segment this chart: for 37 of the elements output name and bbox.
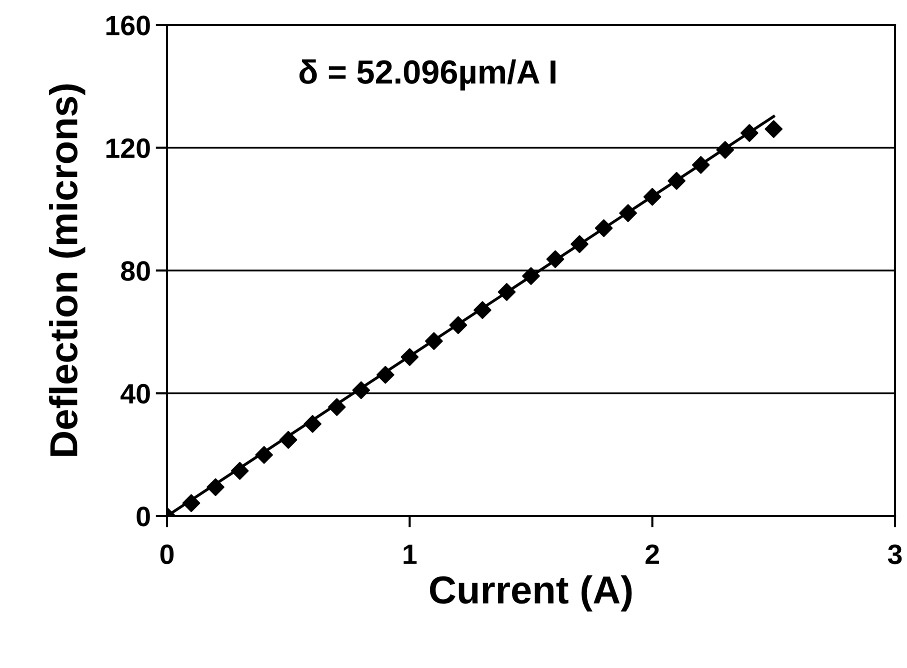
point [570,235,588,254]
point [425,332,443,350]
point [474,301,492,319]
y-tick-label: 80 [121,261,150,281]
point [498,283,516,301]
point [279,430,298,449]
point [692,156,710,174]
y-axis-title: Deflection (microns) [48,84,86,456]
point [594,219,613,238]
y-tick-label: 160 [106,16,150,36]
point [255,446,273,464]
point [668,172,686,190]
point [619,204,637,222]
annotation: δ = 52.096µm/A I [299,59,556,90]
point [328,398,346,416]
point [182,494,200,512]
point [546,250,564,268]
point [206,478,224,496]
point [643,188,662,206]
y-tick-label: 0 [136,506,150,526]
y-tick-label: 120 [106,138,150,158]
point [400,348,419,366]
x-axis-title: Current (A) [430,575,632,612]
point [522,267,540,285]
x-tick-label: 2 [646,544,659,564]
point [716,140,734,159]
point [740,124,758,142]
point [352,381,370,400]
point [230,462,249,480]
point [449,316,468,334]
x-tick-label: 3 [888,544,902,564]
y-tick-label: 40 [120,384,150,404]
point [376,366,394,384]
point [764,120,783,138]
x-tick-label: 0 [160,544,174,564]
x-tick-label: 1 [404,544,417,564]
point [304,415,322,433]
